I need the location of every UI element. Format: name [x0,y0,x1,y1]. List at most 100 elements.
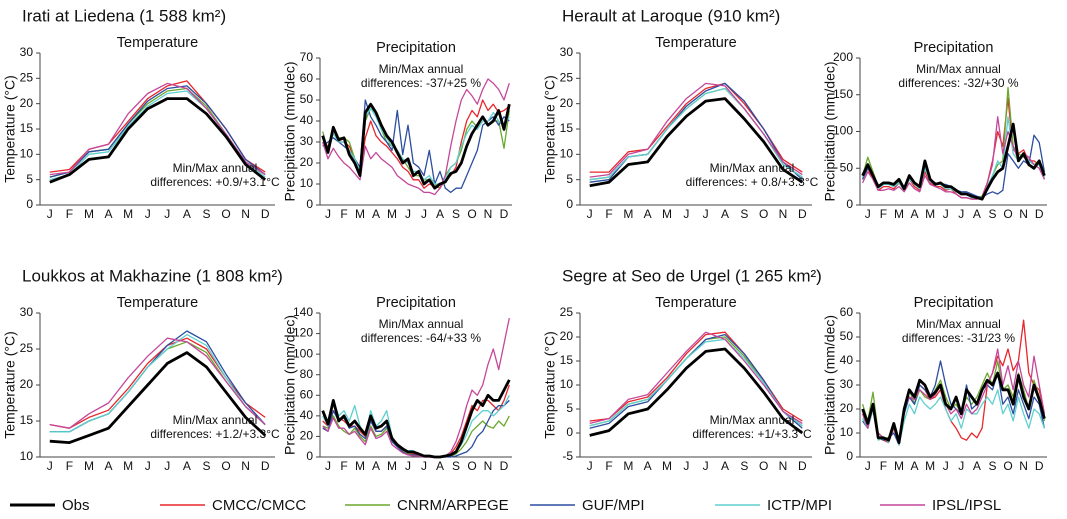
x-tick-label: D [261,459,270,473]
series-line [49,97,267,184]
x-tick-label: J [865,459,871,473]
x-tick-label: J [47,459,53,473]
x-tick-label: A [183,207,191,221]
x-tick-label: J [145,207,151,221]
x-tick-label: J [683,207,689,221]
series-line [49,337,266,429]
y-tick-label: 20 [840,401,854,415]
x-tick-label: A [721,459,729,473]
x-tick-label: A [105,207,113,221]
station-title: Segre at Seo de Urgel (1 265 km²) [562,266,822,285]
x-tick-label: M [387,459,397,473]
y-tick-label: 10 [560,147,574,161]
x-tick-label: D [1035,207,1044,221]
y-axis-label: Temperature (°C) [2,75,18,183]
x-tick-label: O [1003,459,1012,473]
y-tick-label: 80 [300,367,314,381]
series-line [322,78,510,196]
x-tick-label: A [372,207,380,221]
x-tick-label: S [452,459,460,473]
x-tick-label: N [484,207,493,221]
x-tick-label: F [66,207,73,221]
x-tick-label: J [325,459,331,473]
x-tick-label: F [880,207,887,221]
x-tick-label: J [325,207,331,221]
y-tick-label: 10 [20,147,34,161]
x-tick-label: A [372,459,380,473]
y-tick-label: 10 [20,449,34,463]
series-line [322,415,510,458]
x-tick-label: J [587,459,593,473]
x-tick-label: O [759,207,768,221]
station-title: Loukkos at Makhazine (1 808 km²) [22,266,283,285]
y-tick-label: 40 [300,113,314,127]
y-tick-label: 15 [560,121,574,135]
y-tick-label: 0 [566,425,573,439]
x-tick-label: M [623,207,633,221]
x-tick-label: A [911,207,919,221]
x-tick-label: J [703,459,709,473]
y-tick-label: 100 [833,124,853,138]
x-tick-label: D [798,207,807,221]
y-tick-label: 20 [560,329,574,343]
x-tick-label: A [644,459,652,473]
x-tick-label: J [683,459,689,473]
y-tick-label: 0 [306,197,313,211]
x-tick-label: A [436,459,444,473]
y-tick-label: 30 [840,377,854,391]
annotation: Min/Max annual [710,161,795,175]
x-tick-label: J [421,207,427,221]
x-tick-label: S [740,207,748,221]
x-tick-label: J [587,207,593,221]
x-tick-label: D [1035,459,1044,473]
x-tick-label: F [340,207,347,221]
x-tick-label: M [123,459,133,473]
y-tick-label: 20 [300,429,314,443]
x-tick-label: N [484,459,493,473]
y-tick-label: 140 [293,305,313,319]
x-tick-label: J [405,459,411,473]
x-tick-label: A [911,459,919,473]
y-tick-label: 25 [20,71,34,85]
y-tick-label: 0 [306,449,313,463]
annotation: Min/Max annual [173,413,258,427]
y-tick-label: 25 [20,341,34,355]
x-tick-label: S [202,207,210,221]
series-line [589,333,803,429]
series-line [49,333,266,433]
y-tick-label: 30 [20,305,34,319]
x-tick-label: S [740,459,748,473]
x-tick-label: J [943,207,949,221]
y-tick-label: 10 [560,377,574,391]
series-line [49,82,266,176]
y-axis-label: Temperature (°C) [2,331,18,439]
series-line [49,351,267,444]
x-tick-label: S [988,207,996,221]
series-line [321,102,511,190]
x-tick-label: F [66,459,73,473]
y-tick-label: 60 [300,71,314,85]
legend-label: CNRM/ARPEGE [397,497,509,514]
x-tick-label: O [759,459,768,473]
series-line [321,379,511,459]
panel-title: Temperature [655,35,736,51]
y-tick-label: 20 [560,96,574,110]
y-tick-label: 40 [840,353,854,367]
x-tick-label: J [958,207,964,221]
y-tick-label: 25 [560,305,574,319]
y-axis-label: Precipitation (mm/dec) [822,315,838,455]
series-line [861,122,1046,201]
x-tick-label: M [123,207,133,221]
legend-label: Obs [62,497,90,514]
annotation: differences: -31/23 % [902,331,1016,345]
x-tick-label: J [943,459,949,473]
annotation: Min/Max annual [710,413,795,427]
y-tick-label: 70 [300,50,314,64]
x-tick-label: A [973,207,981,221]
x-tick-label: A [721,207,729,221]
x-tick-label: A [183,459,191,473]
series-line [589,97,804,188]
annotation: differences: + 0.8/+3.3°C [686,175,819,189]
series-line [589,347,804,437]
